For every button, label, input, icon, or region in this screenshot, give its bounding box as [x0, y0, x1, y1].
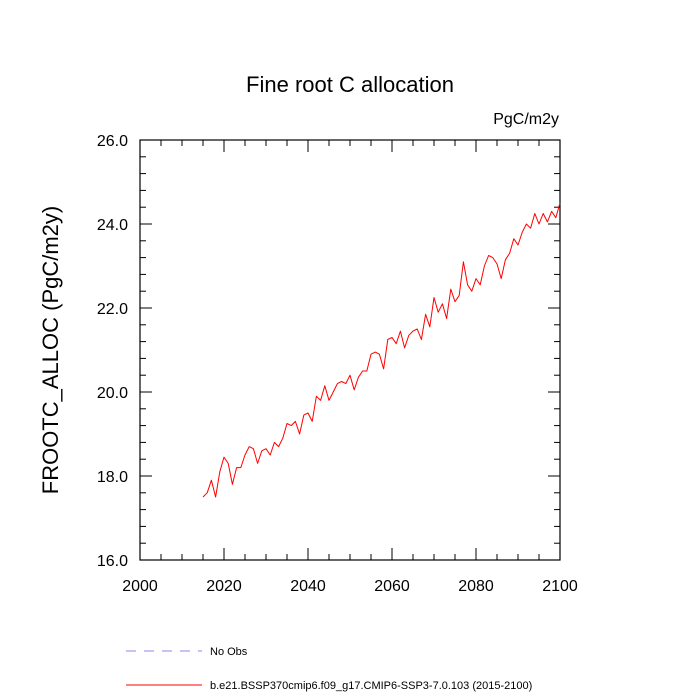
units-label: PgC/m2y	[493, 111, 559, 128]
x-tick-label: 2060	[374, 578, 410, 595]
x-tick-label: 2020	[206, 578, 242, 595]
x-tick-label: 2080	[458, 578, 494, 595]
y-axis-label: FROOTC_ALLOC (PgC/m2y)	[38, 206, 63, 495]
chart-title: Fine root C allocation	[246, 72, 454, 97]
y-tick-label: 18.0	[97, 469, 128, 486]
y-tick-label: 26.0	[97, 133, 128, 150]
axis-tick-labels: 2000 2020 2040 2060 2080 2100 16.0 18.0 20.0 22.0…	[97, 133, 578, 595]
y-tick-label: 20.0	[97, 385, 128, 402]
legend-label-ssp370: b.e21.BSSP370cmip6.f09_g17.CMIP6-SSP3-7.…	[210, 680, 532, 692]
series-line-0	[202, 202, 561, 498]
legend: No Obs b.e21.BSSP370cmip6.f09_g17.CMIP6-…	[126, 646, 532, 692]
y-tick-label: 16.0	[97, 553, 128, 570]
y-tick-label: 22.0	[97, 301, 128, 318]
y-tick-label: 24.0	[97, 217, 128, 234]
x-tick-label: 2100	[542, 578, 578, 595]
axis-ticks	[139, 139, 561, 561]
x-tick-label: 2000	[122, 578, 158, 595]
legend-label-no-obs: No Obs	[210, 646, 248, 658]
x-tick-label: 2040	[290, 578, 326, 595]
data-lines	[202, 202, 561, 498]
